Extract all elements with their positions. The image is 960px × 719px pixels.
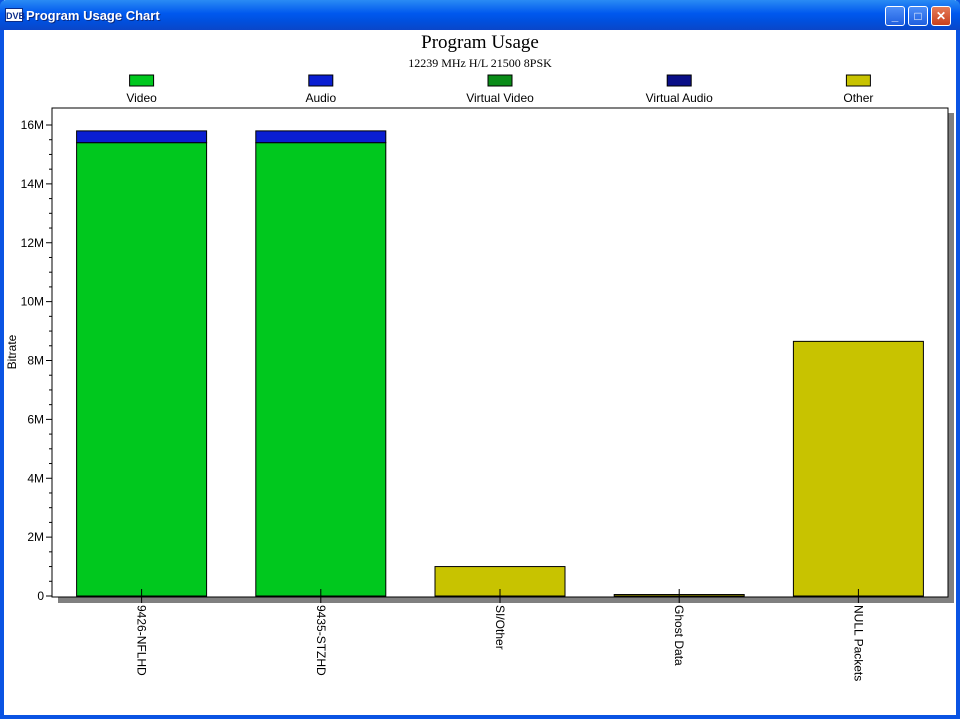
dvb-app-icon: DVB bbox=[5, 8, 25, 22]
legend-label-video: Video bbox=[126, 91, 157, 105]
y-tick-label: 12M bbox=[21, 236, 44, 250]
y-tick-label: 6M bbox=[27, 412, 44, 426]
legend-label-virtual-audio: Virtual Audio bbox=[646, 91, 713, 105]
y-tick-label: 10M bbox=[21, 295, 44, 309]
x-tick-label-si-other: SI/Other bbox=[493, 605, 507, 650]
legend-swatch-virtual-audio bbox=[666, 74, 692, 87]
legend-swatch-virtual-video bbox=[487, 74, 513, 87]
legend-label-virtual-video: Virtual Video bbox=[466, 91, 534, 105]
window-title: Program Usage Chart bbox=[26, 8, 160, 23]
y-tick-label: 0 bbox=[37, 589, 44, 603]
x-axis: 9426-NFLHD 9435-STZHD SI/Other Ghost Data NU… bbox=[135, 589, 865, 681]
y-axis: 0 2M 4M 6M 8M 10M 12M 14M 16M bbox=[21, 118, 52, 603]
y-axis-label: Bitrate bbox=[5, 334, 19, 369]
legend-label-other: Other bbox=[843, 91, 873, 105]
x-tick-label-9426-nflhd: 9426-NFLHD bbox=[135, 605, 149, 676]
chart-subtitle: 12239 MHz H/L 21500 8PSK bbox=[408, 56, 552, 70]
title-bar[interactable]: DVB Program Usage Chart _ □ ✕ bbox=[0, 0, 960, 30]
bar-9426-nflhd-video bbox=[76, 142, 208, 597]
minimize-button[interactable]: _ bbox=[885, 6, 905, 26]
y-tick-label: 14M bbox=[21, 177, 44, 191]
legend-swatch-audio bbox=[308, 74, 334, 87]
legend-swatch-other bbox=[845, 74, 871, 87]
y-tick-label: 16M bbox=[21, 118, 44, 132]
x-tick-label-9435-stzhd: 9435-STZHD bbox=[314, 605, 328, 676]
legend-label-audio: Audio bbox=[305, 91, 336, 105]
legend: Video Audio Virtual Video Virtual Audio Othe… bbox=[126, 74, 873, 105]
y-tick-label: 8M bbox=[27, 354, 44, 368]
bar-9435-stzhd-audio bbox=[255, 130, 387, 144]
chart-title: Program Usage bbox=[421, 32, 539, 53]
bars bbox=[76, 130, 924, 597]
x-tick-label-ghost-data: Ghost Data bbox=[672, 605, 686, 666]
bar-9426-nflhd-audio bbox=[76, 130, 208, 144]
legend-swatch-video bbox=[129, 74, 155, 87]
bar-9435-stzhd-video bbox=[255, 142, 387, 597]
close-button[interactable]: ✕ bbox=[931, 6, 951, 26]
y-tick-label: 2M bbox=[27, 530, 44, 544]
x-tick-label-null-packets: NULL Packets bbox=[851, 605, 865, 681]
y-tick-label: 4M bbox=[27, 471, 44, 485]
maximize-button[interactable]: □ bbox=[908, 6, 928, 26]
bar-null-packets-other bbox=[792, 340, 924, 597]
